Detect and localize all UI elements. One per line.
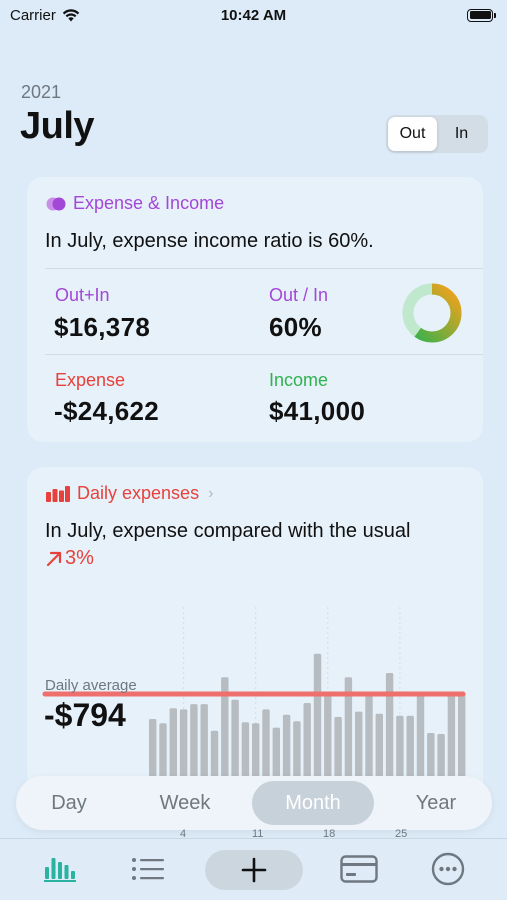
tick-label: 11	[252, 828, 264, 840]
tab-more[interactable]	[430, 851, 466, 887]
bar-day-26	[406, 715, 414, 779]
bar-day-6	[200, 704, 208, 779]
out-over-in-label: Out / In	[269, 285, 329, 305]
toggle-in[interactable]: In	[454, 125, 469, 142]
range-month[interactable]: Month	[252, 781, 374, 825]
add-button[interactable]	[205, 850, 303, 890]
battery-icon	[467, 8, 496, 22]
range-day[interactable]: Day	[51, 791, 87, 814]
trend-indicator: 3%	[45, 547, 94, 570]
out-plus-in-label: Out+In	[55, 285, 110, 305]
trend-value: 3%	[65, 547, 94, 569]
year-label: 2021	[21, 82, 62, 102]
tab-list[interactable]	[130, 851, 166, 887]
add-icon	[241, 857, 267, 883]
average-value: -$794	[44, 697, 126, 733]
tab-stats[interactable]	[42, 851, 78, 887]
bar-day-10	[241, 722, 250, 779]
bar-day-16	[303, 703, 311, 779]
bar-day-22	[365, 694, 373, 779]
bar-day-14	[282, 714, 291, 779]
bar-day-31	[458, 692, 466, 779]
ratio-description: In July, expense income ratio is 60%.	[45, 230, 374, 252]
income-label: Income	[269, 370, 329, 390]
tick-label: 18	[323, 828, 336, 840]
status-bar: Carrier 10:42 AM	[0, 0, 507, 30]
card-icon	[340, 855, 378, 883]
bar-day-15	[293, 721, 301, 779]
daily-description: In July, expense compared with the usual	[45, 520, 411, 542]
bar-day-5	[190, 704, 198, 779]
bar-day-23	[375, 713, 383, 779]
bar-day-2	[159, 723, 167, 779]
bar-day-30	[447, 693, 456, 779]
range-week[interactable]: Week	[159, 791, 211, 814]
tick-label: 4	[180, 828, 187, 840]
out-over-in-value: 60%	[269, 312, 322, 342]
tab-bar	[0, 838, 507, 900]
bar-day-3	[169, 708, 177, 779]
daily-expenses-title: Daily expenses	[77, 483, 200, 503]
out-in-toggle: Out In	[386, 115, 488, 153]
ratio-donut	[402, 283, 462, 343]
bar-day-24	[385, 673, 394, 779]
bar-day-7	[210, 730, 219, 779]
bar-day-8	[221, 677, 229, 779]
bar-day-25	[396, 715, 404, 779]
range-year[interactable]: Year	[415, 791, 457, 814]
range-picker: Day Week Month Year	[16, 776, 492, 830]
bar-day-19	[334, 716, 342, 779]
bar-day-18	[324, 693, 332, 779]
stats-icon	[44, 858, 76, 882]
bar-day-17	[313, 653, 322, 779]
daily-bar-chart	[42, 607, 466, 779]
bar-day-1	[149, 719, 157, 779]
out-plus-in-value: $16,378	[54, 312, 151, 342]
bar-day-4	[179, 709, 188, 779]
bar-day-12	[262, 709, 270, 779]
average-label: Daily average	[45, 677, 137, 694]
more-icon	[431, 852, 465, 886]
bar-day-13	[272, 727, 280, 779]
list-icon	[132, 858, 164, 880]
arrow-up-right-icon	[46, 551, 62, 566]
divider	[45, 268, 483, 269]
bar-day-21	[355, 711, 363, 779]
daily-expenses-card[interactable]: Daily expenses › In July, expense compar…	[27, 467, 483, 807]
page-title: July	[20, 105, 95, 147]
circles-icon	[46, 197, 66, 210]
toggle-out[interactable]: Out	[388, 117, 437, 151]
tab-cards[interactable]	[339, 851, 379, 887]
tick-label: 25	[395, 828, 408, 840]
bar-day-27	[416, 695, 425, 779]
bar-day-29	[437, 734, 445, 779]
income-value: $41,000	[269, 396, 366, 426]
bar-day-11	[252, 723, 260, 779]
expense-label: Expense	[55, 370, 126, 390]
expense-income-card[interactable]: Expense & Income In July, expense income…	[27, 177, 483, 442]
daily-expenses-header[interactable]: Daily expenses ›	[46, 483, 213, 504]
divider	[45, 354, 483, 355]
expense-income-header: Expense & Income	[46, 193, 224, 214]
carrier-label: Carrier	[10, 6, 56, 24]
bar-chart-icon	[46, 485, 70, 502]
bar-day-28	[427, 733, 435, 779]
bar-day-9	[231, 699, 239, 779]
chevron-right-icon: ›	[208, 484, 214, 502]
wifi-icon	[62, 8, 80, 21]
expense-income-title: Expense & Income	[73, 193, 225, 213]
bar-day-20	[344, 677, 353, 779]
expense-value: -$24,622	[54, 396, 160, 426]
